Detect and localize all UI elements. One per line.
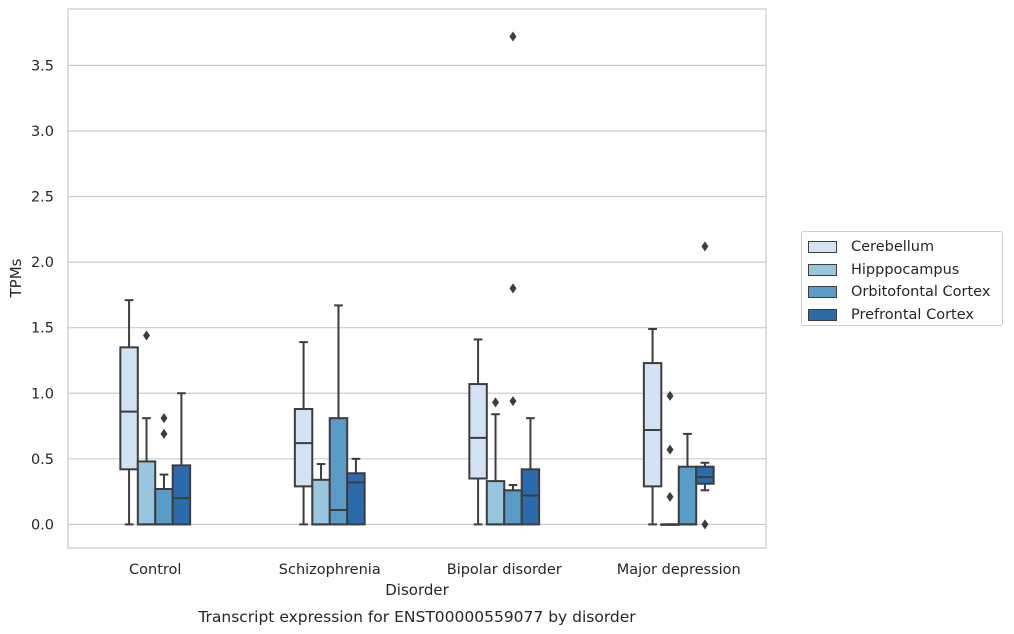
box-iqr	[520, 468, 541, 526]
box-iqr	[677, 465, 698, 526]
y-tick-label: 0.5	[31, 452, 54, 468]
legend-item: Prefrontal Cortex	[808, 304, 1002, 327]
outlier-point	[143, 330, 151, 341]
x-tick-label: Major depression	[617, 562, 741, 578]
outlier-point	[160, 428, 168, 439]
y-tick-label: 2.0	[31, 255, 54, 271]
outlier-point	[701, 241, 709, 252]
legend-item: Orbitofontal Cortex	[808, 281, 1002, 304]
box-bipolar-disorder-orbitofontal-cortex	[503, 31, 523, 526]
x-axis-ticks: Control Schizophrenia Bipolar disorder Majo…	[129, 562, 741, 578]
box-bipolar-disorder-cerebellum	[468, 338, 488, 526]
legend-item: Hipppocampus	[808, 259, 1002, 282]
box-iqr	[154, 487, 174, 526]
x-tick-label: Control	[129, 562, 181, 578]
box-control-prefrontal-cortex	[171, 392, 192, 526]
outlier-point	[509, 283, 517, 294]
box-iqr	[293, 407, 314, 488]
box-iqr	[642, 362, 663, 488]
outlier-point	[666, 444, 674, 455]
outlier-point	[666, 390, 674, 401]
legend-label: Cerebellum	[851, 239, 935, 256]
outlier-point	[509, 396, 517, 407]
box-schizophrenia-cerebellum	[293, 341, 314, 526]
legend-swatch	[808, 263, 837, 276]
box-iqr	[468, 383, 488, 480]
y-tick-label: 3.0	[31, 124, 54, 140]
x-tick-label: Schizophrenia	[279, 562, 381, 578]
box-major-depression-prefrontal-cortex	[695, 241, 715, 530]
x-tick-label: Bipolar disorder	[447, 562, 562, 578]
outlier-point	[509, 31, 517, 42]
legend-swatch	[808, 286, 837, 299]
box-control-orbitofontal-cortex	[154, 413, 174, 526]
legend-label: Orbitofontal Cortex	[851, 284, 991, 301]
box-major-depression-hipppocampus	[660, 390, 680, 526]
y-tick-label: 1.5	[31, 321, 54, 337]
outlier-point	[160, 413, 168, 424]
legend-item: Cerebellum	[808, 236, 1002, 259]
y-tick-label: 1.0	[31, 386, 54, 402]
outlier-point	[492, 397, 500, 408]
chart-title: Transcript expression for ENST0000055907…	[197, 608, 636, 626]
legend-swatch	[808, 308, 837, 321]
y-axis-ticks: 0.0 0.5 1.0 1.5 2.0 2.5 3.0 3.5	[31, 58, 54, 533]
box-iqr	[485, 480, 506, 526]
legend-label: Hipppocampus	[851, 261, 960, 278]
box-iqr	[328, 417, 349, 526]
plot-frame	[67, 8, 767, 549]
box-major-depression-cerebellum	[642, 327, 663, 526]
box-iqr	[503, 489, 523, 526]
box-iqr	[119, 346, 139, 471]
box-iqr	[311, 478, 331, 526]
box-control-cerebellum	[119, 299, 139, 526]
y-axis-label: TPMs	[7, 258, 25, 298]
boxplots	[119, 31, 715, 530]
legend-label: Prefrontal Cortex	[851, 306, 974, 323]
box-control-hipppocampus	[136, 330, 157, 526]
legend-swatch	[808, 241, 837, 254]
box-iqr	[695, 465, 715, 485]
legend: Cerebellum Hipppocampus Orbitofontal Corte…	[801, 231, 1003, 326]
box-schizophrenia-prefrontal-cortex	[346, 457, 366, 526]
box-iqr	[171, 464, 192, 526]
x-axis-label: Disorder	[385, 581, 449, 599]
box-schizophrenia-hipppocampus	[311, 463, 331, 526]
box-iqr	[136, 460, 157, 526]
outlier-point	[666, 491, 674, 502]
box-bipolar-disorder-prefrontal-cortex	[520, 417, 541, 526]
box-iqr	[346, 472, 366, 526]
y-tick-label: 2.5	[31, 190, 54, 206]
y-tick-label: 0.0	[31, 517, 54, 533]
box-major-depression-orbitofontal-cortex	[677, 432, 698, 526]
y-tick-label: 3.5	[31, 58, 54, 74]
outlier-point	[701, 519, 709, 530]
box-schizophrenia-orbitofontal-cortex	[328, 304, 349, 526]
box-bipolar-disorder-hipppocampus	[485, 397, 506, 526]
